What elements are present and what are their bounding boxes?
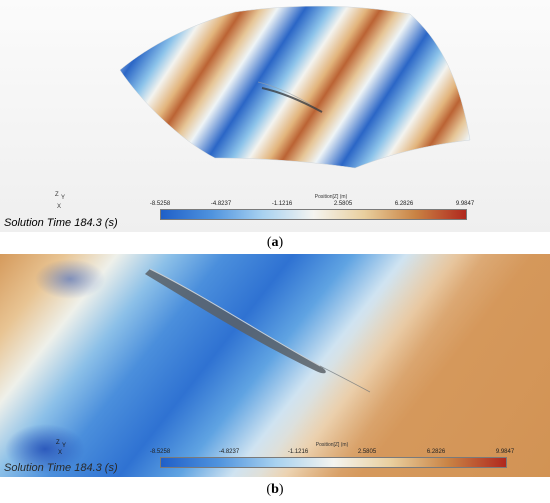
axis-x-label: X [57,204,62,210]
legend-title: Position[Z] (m) [314,194,348,200]
legend-tick: 2.5805 [357,449,377,455]
caption-open: ( [266,235,272,250]
color-legend: Position[Z] (m) -8.5258 -4.8237 -1.1216 … [150,442,514,472]
caption-b: (b) [0,482,550,498]
legend-tick: 6.2826 [394,201,414,207]
axis-x-label: X [58,450,63,456]
axis-y-label: Y [61,195,66,201]
wave-field-topview [0,254,550,477]
solution-time-label: Solution Time 184.3 (s) [4,462,118,474]
legend-tick: -4.8237 [218,449,240,455]
legend-tick: 2.5805 [333,201,353,207]
solution-time-label: Solution Time 184.3 (s) [4,217,118,229]
legend-title: Position[Z] (m) [315,442,349,448]
legend-tick: -8.5258 [149,201,171,207]
wave-surface-3d [119,5,471,169]
caption-close: ) [278,482,284,497]
legend-tick: -1.1216 [287,449,309,455]
panel-a-3d-view: Z Y X Solution Time 184.3 (s) Position[Z… [0,0,550,232]
panel-b-top-view: Z Y X Solution Time 184.3 (s) Position[Z… [0,254,550,477]
legend-tick: -8.5258 [149,449,171,455]
axis-z-label: Z [56,440,60,446]
legend-color-bar [160,457,507,468]
legend-tick: -1.1216 [271,201,293,207]
legend-tick: 9.9847 [495,449,515,455]
legend-tick: 6.2826 [426,449,446,455]
legend-tick: 9.9847 [455,201,475,207]
legend-tick: -4.8237 [210,201,232,207]
caption-a: (a) [0,235,550,251]
caption-letter: b [271,482,279,497]
legend-color-bar [160,209,467,220]
color-legend: Position[Z] (m) -8.5258 -4.8237 -1.1216 … [150,194,474,224]
axis-z-label: Z [55,192,59,198]
caption-close: ) [278,235,284,250]
caption-letter: a [271,235,279,250]
caption-open: ( [266,482,272,497]
axis-y-label: Y [62,443,67,449]
